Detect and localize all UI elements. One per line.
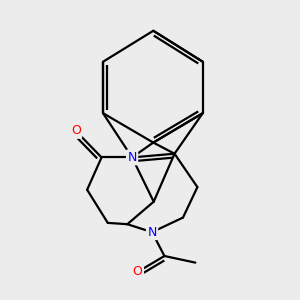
Text: N: N <box>128 151 137 164</box>
Text: N: N <box>147 226 157 239</box>
Text: O: O <box>71 124 81 137</box>
Text: O: O <box>133 266 142 278</box>
